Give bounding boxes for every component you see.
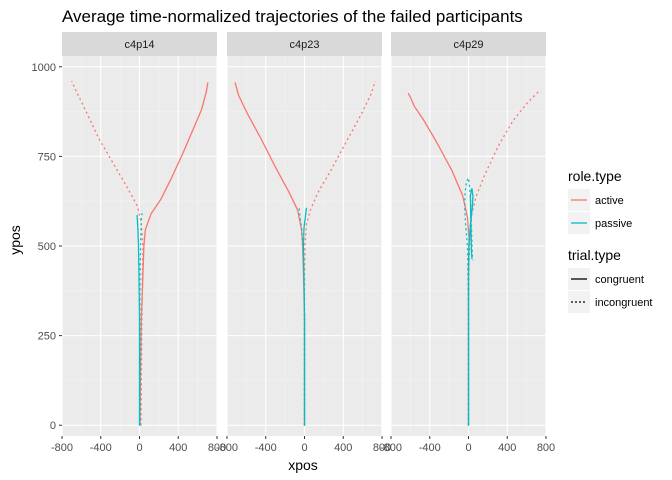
x-tick-label: 400 xyxy=(498,442,516,454)
x-tick-label: -400 xyxy=(419,442,441,454)
x-tick-label: 800 xyxy=(537,442,555,454)
panel-c4p23: c4p23 -800 -400 0 400 800 xyxy=(216,32,391,454)
facet-panels: c4p14 -800 -400 0 400 800 0 250 500 750 1000 c4p23 -… xyxy=(32,32,555,454)
series-line-passive-congruent xyxy=(467,187,474,426)
strip-label: c4p29 xyxy=(454,39,484,51)
x-tick-label: 0 xyxy=(136,442,142,454)
x-tick-label: 800 xyxy=(208,442,226,454)
x-tick-label: -800 xyxy=(51,442,73,454)
strip-background xyxy=(227,32,382,56)
legend-title: role.type xyxy=(568,168,622,184)
legend-group-1: trial.type congruent incongruent xyxy=(568,247,653,313)
series-line-active-incongruent xyxy=(303,80,376,426)
x-axis-title: xpos xyxy=(288,457,318,473)
legend-group-0: role.type active passive xyxy=(568,168,632,234)
panel-c4p29: c4p29 -800 -400 0 400 800 xyxy=(380,32,555,454)
x-tick-label: -400 xyxy=(90,442,112,454)
legend-label: active xyxy=(595,195,624,207)
series-line-passive-incongruent xyxy=(298,208,306,426)
legend-label: congruent xyxy=(595,274,644,286)
legend: role.type active passive trial.type congruen… xyxy=(568,168,653,313)
x-tick-label: -400 xyxy=(255,442,277,454)
strip-label: c4p23 xyxy=(290,39,320,51)
strip-background xyxy=(391,32,546,56)
series-line-passive-congruent xyxy=(302,207,308,426)
series-line-active-incongruent xyxy=(467,91,539,426)
y-tick-label: 1000 xyxy=(32,62,56,74)
panel-c4p14: c4p14 -800 -400 0 400 800 0 250 500 750 1000 xyxy=(32,32,226,454)
chart-title: Average time-normalized trajectories of … xyxy=(62,7,523,26)
x-tick-label: -800 xyxy=(216,442,238,454)
y-tick-label: 500 xyxy=(38,241,56,253)
x-tick-label: 400 xyxy=(334,442,352,454)
legend-title: trial.type xyxy=(568,247,621,263)
x-tick-label: 0 xyxy=(301,442,307,454)
series-line-passive-incongruent xyxy=(139,210,144,426)
x-tick-label: 0 xyxy=(465,442,471,454)
y-tick-label: 0 xyxy=(50,420,56,432)
y-axis-title: ypos xyxy=(7,225,23,255)
legend-label: incongruent xyxy=(595,297,653,309)
strip-background xyxy=(62,32,217,56)
x-tick-label: -800 xyxy=(380,442,402,454)
series-line-passive-congruent xyxy=(136,214,141,426)
legend-label: passive xyxy=(595,218,632,230)
series-line-active-congruent xyxy=(139,82,209,426)
y-tick-label: 250 xyxy=(38,331,56,343)
y-tick-label: 750 xyxy=(38,151,56,163)
strip-label: c4p14 xyxy=(125,39,155,51)
series-line-passive-incongruent xyxy=(463,177,474,426)
x-tick-label: 400 xyxy=(169,442,187,454)
x-tick-label: 800 xyxy=(373,442,391,454)
